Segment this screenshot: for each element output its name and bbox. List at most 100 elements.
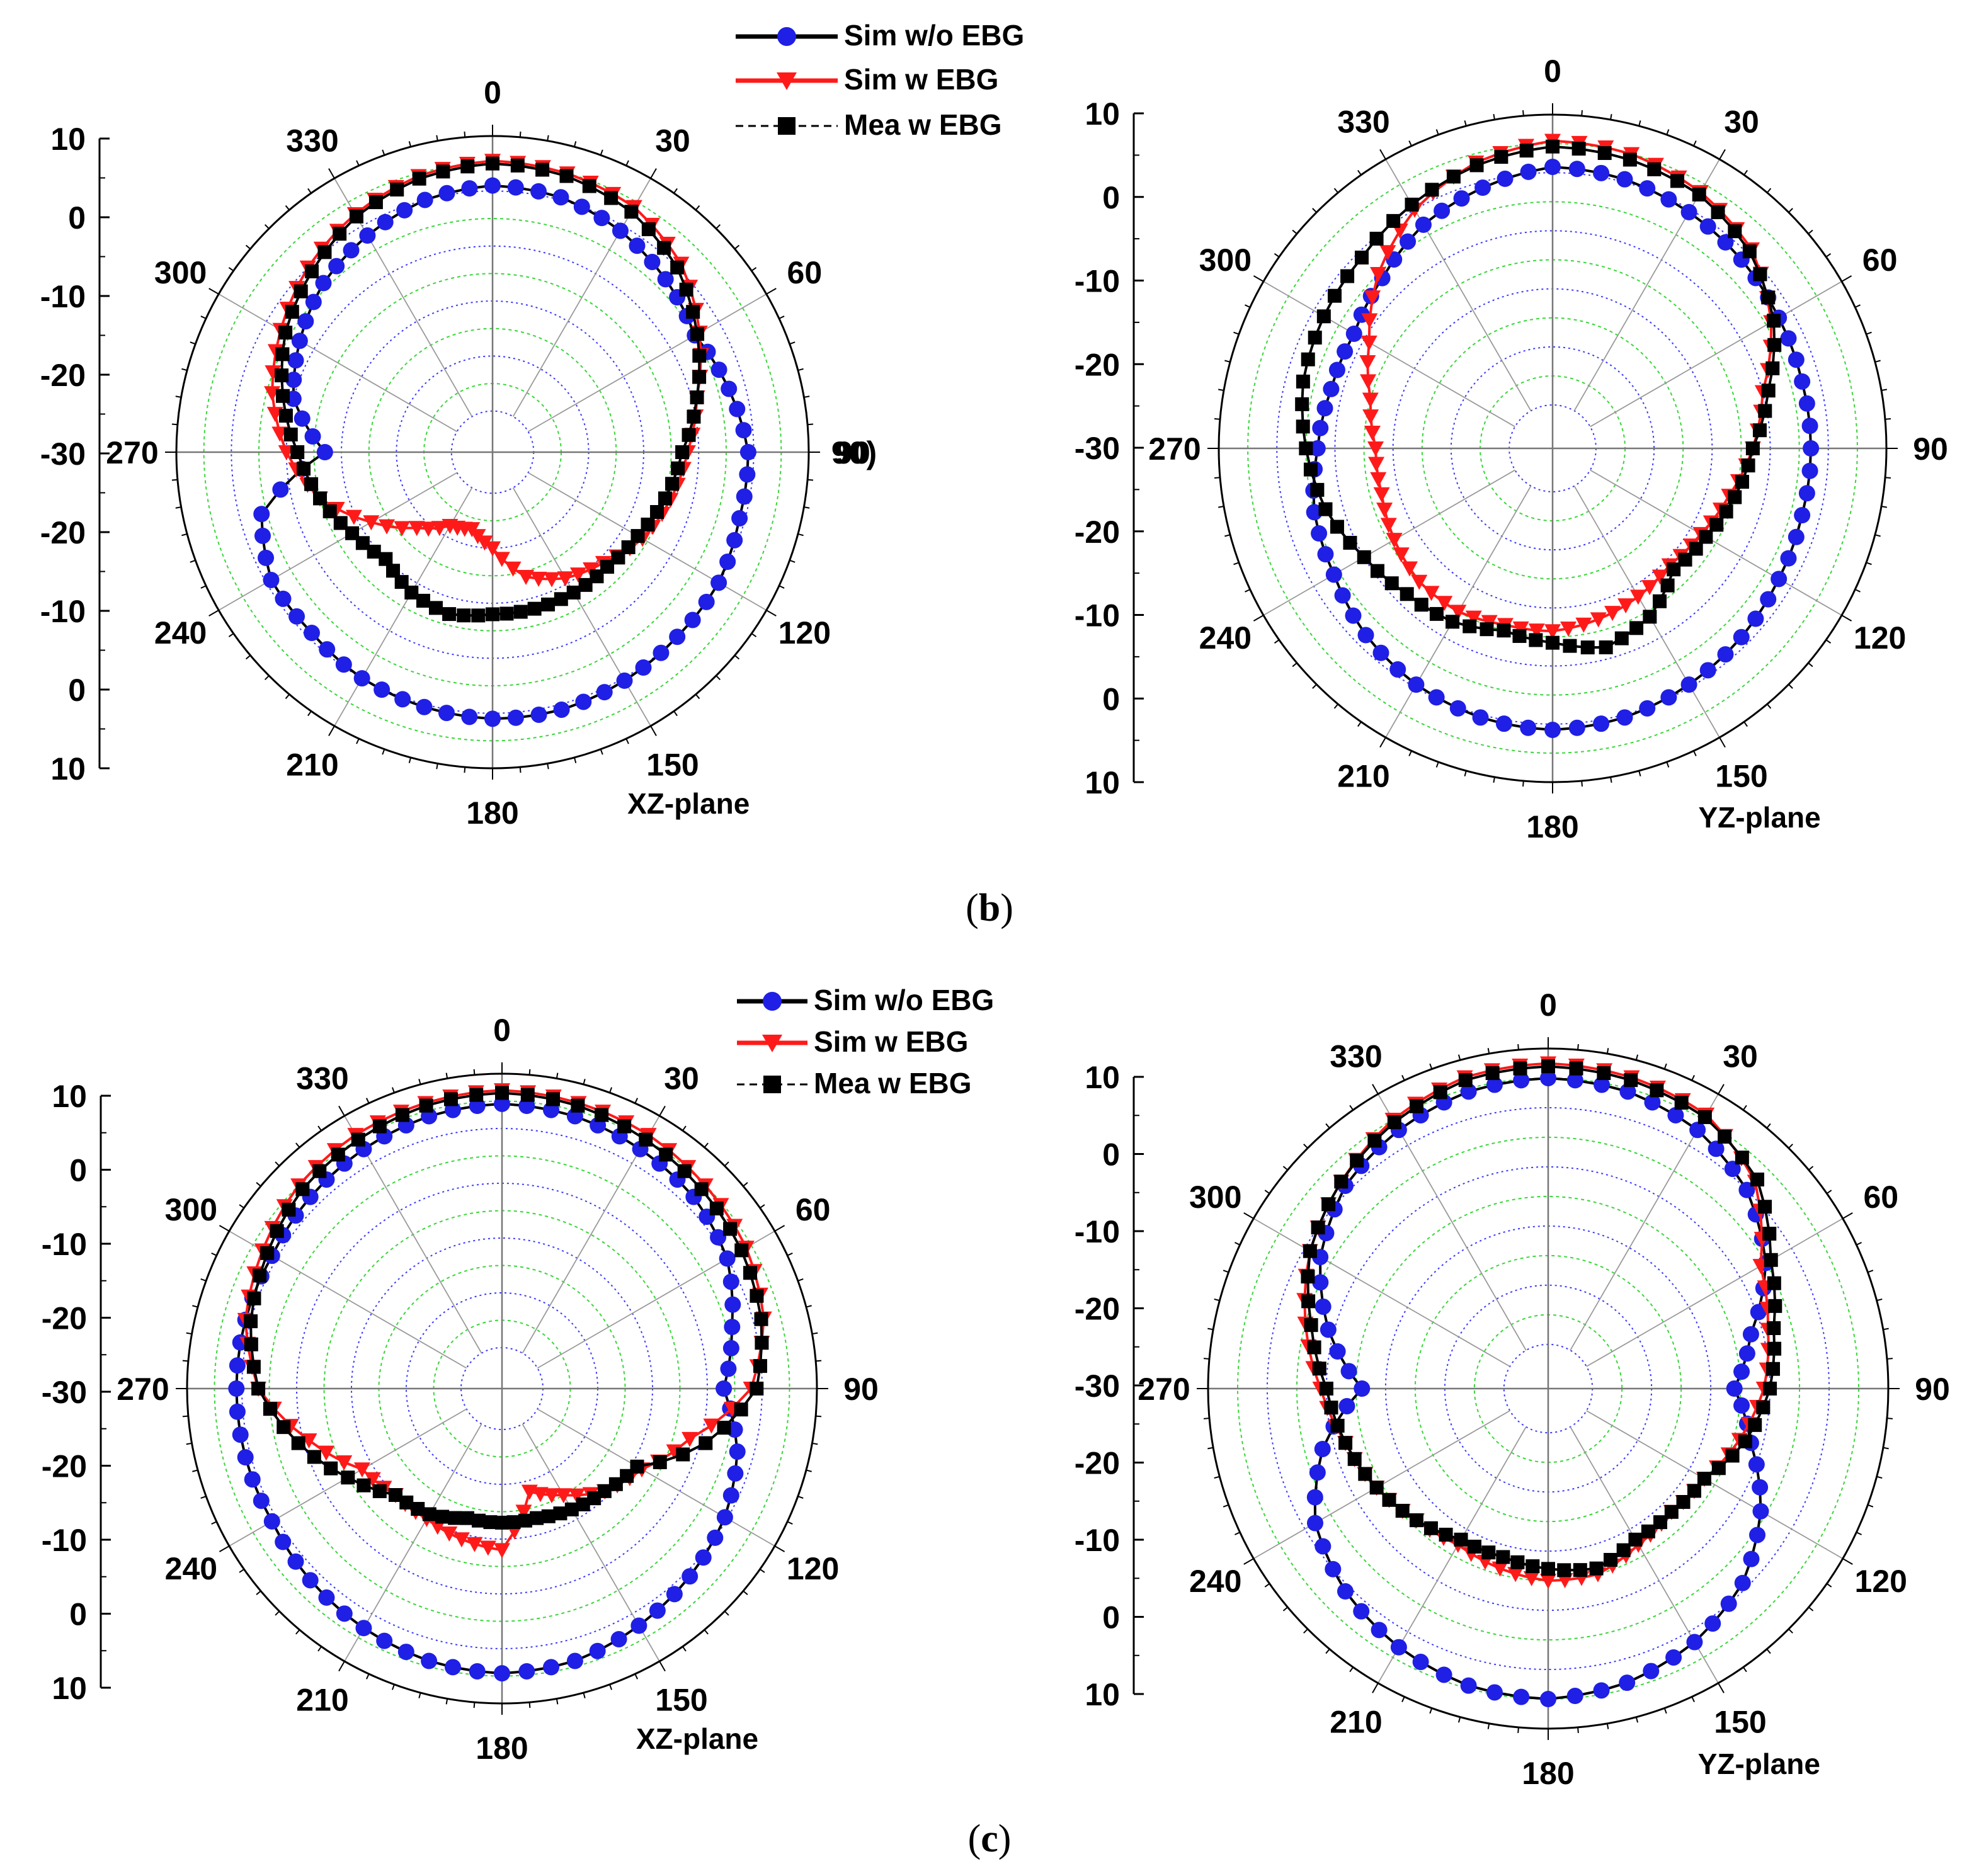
data-point-square	[566, 585, 581, 600]
data-point-circle	[1435, 1666, 1452, 1683]
angle-tick	[695, 693, 700, 700]
radial-axis-label: -20	[1075, 347, 1120, 382]
angle-label: 210	[1330, 1704, 1382, 1739]
angle-tick	[1663, 1063, 1667, 1069]
angle-tick	[1868, 1270, 1874, 1273]
data-point-square	[750, 1382, 764, 1396]
angle-tick	[192, 1469, 198, 1472]
radial-axis-label: -30	[1075, 431, 1120, 466]
data-point-circle	[739, 466, 756, 483]
data-point-square	[1750, 1172, 1765, 1186]
angle-tick	[391, 1684, 395, 1690]
angle-tick	[175, 395, 181, 398]
data-point-square	[290, 445, 305, 459]
angle-tick	[295, 1142, 300, 1148]
data-point-triangle	[1362, 392, 1379, 408]
angle-tick	[1693, 140, 1697, 147]
data-point-square	[1763, 1382, 1777, 1396]
radial-axis-label: 0	[1102, 1137, 1120, 1173]
data-point-square	[641, 222, 656, 237]
data-point-square	[686, 305, 700, 319]
data-point-square	[1316, 309, 1331, 324]
angle-tick	[328, 168, 335, 179]
angle-tick	[1333, 188, 1339, 193]
angle-tick	[1881, 506, 1887, 508]
angle-tick	[704, 1142, 709, 1148]
angle-tick	[1606, 1048, 1609, 1054]
angle-tick	[285, 693, 290, 700]
angle-tick	[797, 533, 804, 537]
angle-label: 30	[664, 1060, 699, 1096]
data-point-square	[1312, 1362, 1326, 1376]
data-point-triangle	[453, 1532, 470, 1548]
data-point-square	[1650, 1083, 1664, 1098]
radial-axis-label: -20	[1075, 1292, 1120, 1327]
data-point-square	[1767, 1341, 1782, 1356]
data-point-circle	[721, 380, 738, 397]
data-point-square	[313, 491, 328, 506]
data-point-circle	[1540, 1691, 1556, 1708]
angle-tick	[1825, 253, 1832, 258]
data-point-circle	[552, 189, 569, 206]
angle-label: 330	[1337, 104, 1389, 139]
data-point-circle	[1788, 528, 1805, 545]
angle-tick	[1224, 360, 1231, 363]
data-point-square	[608, 1477, 623, 1491]
data-point-square	[1310, 482, 1325, 497]
angle-tick	[1207, 1327, 1214, 1331]
data-point-square	[1597, 146, 1612, 161]
data-point-square	[1513, 1061, 1527, 1076]
data-point-circle	[1486, 1076, 1503, 1093]
data-point-square	[1735, 1151, 1749, 1165]
data-point-square	[1647, 162, 1662, 176]
angle-tick	[1233, 331, 1240, 335]
angle-tick	[816, 1415, 822, 1418]
data-point-circle	[232, 1426, 249, 1443]
angle-tick	[1214, 477, 1221, 479]
angle-tick	[186, 1332, 192, 1335]
data-point-square	[1745, 441, 1760, 455]
angle-tick	[609, 1684, 613, 1690]
data-point-circle	[336, 1605, 353, 1622]
figure-c: Sim w/o EBG Sim w EBG Mea w EBG 0 30 60 90 1…	[42, 984, 1950, 1860]
angle-tick	[1788, 1629, 1793, 1634]
data-point-square	[1454, 1532, 1468, 1547]
data-point-triangle	[336, 1455, 353, 1470]
data-point-square	[368, 195, 383, 210]
legend-circle-marker	[777, 27, 796, 46]
data-point-circle	[1340, 1363, 1357, 1380]
data-point-circle	[1312, 419, 1329, 436]
data-point-triangle	[532, 1487, 549, 1503]
data-point-square	[275, 389, 290, 403]
caption-c: (c)	[968, 1817, 1012, 1860]
data-point-circle	[285, 372, 302, 389]
angle-tick	[200, 585, 207, 589]
radial-axis-label: -10	[40, 279, 86, 314]
angle-tick	[200, 316, 207, 319]
data-point-square	[1541, 1562, 1555, 1576]
radial-axis-label: -20	[1075, 514, 1120, 550]
data-point-square	[1318, 502, 1333, 516]
angle-tick	[356, 160, 360, 166]
data-point-square	[690, 327, 705, 341]
angle-label: 330	[1330, 1039, 1382, 1074]
data-point-circle	[318, 1589, 335, 1606]
data-point-square	[1334, 1174, 1349, 1189]
data-point-triangle	[1540, 1574, 1556, 1589]
angle-tick	[774, 1545, 785, 1552]
data-point-circle	[518, 1663, 535, 1680]
angle-tick	[464, 767, 466, 773]
data-point-circle	[507, 179, 524, 196]
data-point-circle	[666, 1586, 683, 1603]
angle-tick	[1854, 589, 1861, 593]
angle-tick	[219, 1545, 230, 1552]
data-point-square	[1446, 615, 1460, 629]
data-point-square	[1358, 1467, 1372, 1481]
angle-label: 300	[165, 1192, 217, 1227]
angle-tick	[1883, 1327, 1889, 1331]
angle-tick	[806, 1305, 812, 1308]
data-point-circle	[1660, 689, 1677, 706]
data-point-square	[324, 1461, 338, 1475]
angle-tick	[1372, 1084, 1379, 1094]
data-point-circle	[228, 1380, 245, 1397]
